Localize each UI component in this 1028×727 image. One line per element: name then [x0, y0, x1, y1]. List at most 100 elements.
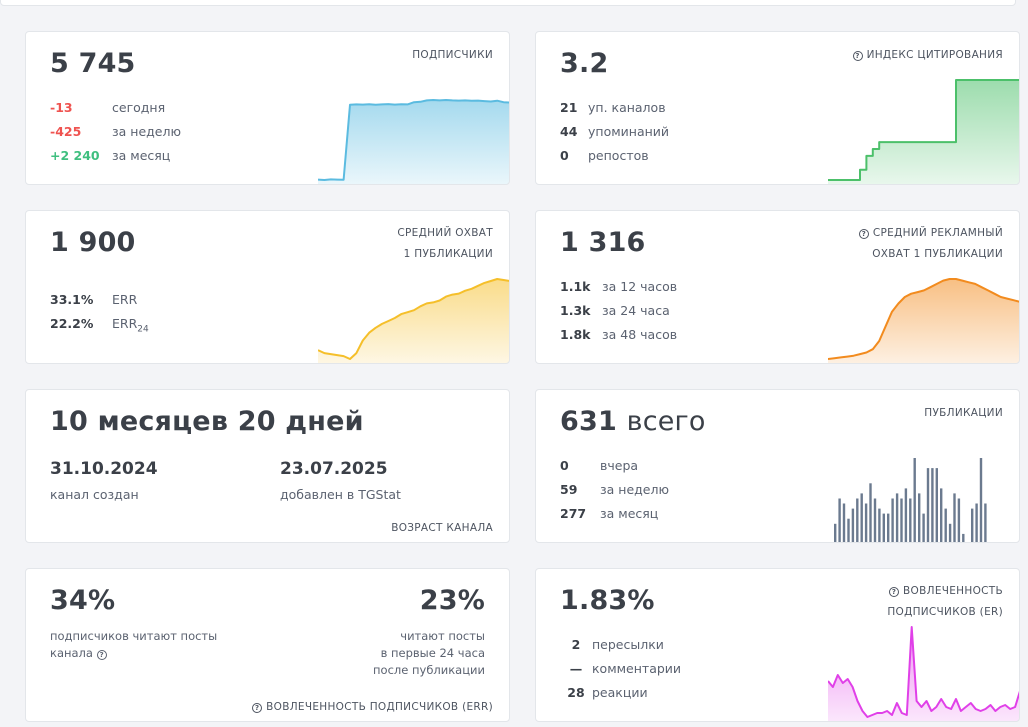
stat-label: пересылки	[592, 637, 664, 652]
stat-row: 1.1k за 12 часов	[560, 275, 677, 299]
ad-reach-value: 1 316	[560, 227, 646, 258]
publications-total-value: 631	[560, 406, 617, 437]
stat-row: — комментарии	[560, 657, 681, 681]
sparkline-area	[318, 279, 509, 363]
publication-bar	[882, 513, 885, 542]
publications-bar-chart	[834, 458, 987, 542]
err-right-text: в первые 24 часа	[380, 646, 485, 660]
channel-age-title: ВОЗРАСТ КАНАЛА	[391, 522, 493, 534]
stat-row: -13 сегодня	[50, 96, 181, 120]
publication-bar	[984, 503, 987, 542]
question-icon[interactable]: ?	[852, 51, 863, 61]
ad-reach-stats: 1.1k за 12 часов 1.3k за 24 часа 1.8k за 48…	[560, 275, 677, 347]
err24-value: 22.2%	[50, 316, 94, 331]
subscribers-sparkline	[318, 99, 509, 184]
citation-stats: 21 уп. каналов 44 упоминаний 0 репостов	[560, 96, 669, 168]
stat-row: 1.8k за 48 часов	[560, 323, 677, 347]
stat-row: 33.1% ERR	[50, 288, 149, 312]
publication-bar	[900, 498, 903, 542]
publications-card[interactable]: 631 всего ПУБЛИКАЦИИ 0 вчера 59 за неделю …	[535, 389, 1020, 543]
reach-sparkline	[318, 278, 509, 363]
publication-bar	[860, 493, 863, 542]
err24-subscript: 24	[137, 324, 149, 335]
publications-stats: 0 вчера 59 за неделю 277 за месяц	[560, 454, 669, 526]
publication-bar	[918, 493, 921, 542]
ad-reach-sparkline	[828, 278, 1019, 363]
stat-label: вчера	[600, 458, 639, 473]
question-icon[interactable]: ?	[858, 229, 869, 239]
publications-title: ПУБЛИКАЦИИ	[924, 407, 1003, 419]
created-date: 31.10.2024	[50, 459, 158, 479]
er-title: ? ВОВЛЕЧЕННОСТЬ ПОДПИСЧИКОВ (ER)	[887, 581, 1003, 623]
citation-card[interactable]: 3.2 ? ИНДЕКС ЦИТИРОВАНИЯ 21 уп. каналов 44…	[535, 31, 1020, 185]
stat-label: уп. каналов	[588, 100, 666, 115]
stat-value: 44	[560, 124, 578, 139]
er-title-line: ? ВОВЛЕЧЕННОСТЬ	[887, 581, 1003, 602]
er-card[interactable]: 1.83% ? ВОВЛЕЧЕННОСТЬ ПОДПИСЧИКОВ (ER) 2 пе…	[535, 568, 1020, 722]
err-left-description: подписчиков читают посты канала ?	[50, 628, 217, 662]
subscribers-card[interactable]: 5 745 ПОДПИСЧИКИ -13 сегодня -425 за недел…	[25, 31, 510, 185]
publication-bar	[944, 508, 947, 542]
stat-value: 1.1k	[560, 279, 591, 294]
question-icon[interactable]: ?	[96, 650, 107, 660]
sparkline-area	[318, 100, 509, 184]
stat-label: репостов	[588, 148, 649, 163]
created-label: канал создан	[50, 487, 139, 502]
publication-bar	[869, 483, 872, 542]
sparkline-line	[318, 278, 509, 360]
stat-value: 277	[560, 506, 587, 521]
publications-total-suffix: всего	[626, 406, 706, 437]
reach-card[interactable]: 1 900 СРЕДНИЙ ОХВАТ 1 ПУБЛИКАЦИИ 33.1% ERR…	[25, 210, 510, 364]
er-title-line: ПОДПИСЧИКОВ (ER)	[887, 606, 1003, 618]
citation-index-value: 3.2	[560, 48, 609, 79]
channel-age-value: 10 месяцев 20 дней	[50, 406, 364, 437]
er-title-text: ВОВЛЕЧЕННОСТЬ	[903, 585, 1003, 597]
publication-bar	[847, 518, 850, 542]
err24-label: ERR24	[112, 312, 149, 336]
err-value: 33.1%	[50, 292, 94, 307]
publications-total: 631 всего	[560, 406, 706, 437]
stat-value: 0	[560, 458, 569, 473]
publication-bar	[971, 508, 974, 542]
stat-row: -425 за неделю	[50, 120, 181, 144]
er-sparkline	[828, 626, 1019, 721]
stat-label: за неделю	[600, 482, 669, 497]
publication-bar	[887, 513, 890, 542]
publication-bar	[957, 498, 961, 542]
channel-age-card[interactable]: 10 месяцев 20 дней 31.10.2024 канал созд…	[25, 389, 510, 543]
stat-label: сегодня	[112, 100, 166, 115]
stat-label: за 24 часа	[602, 303, 670, 318]
sparkline-area	[828, 80, 1019, 184]
publication-bar	[913, 458, 916, 542]
stat-label: за 48 часов	[602, 327, 678, 342]
citation-sparkline	[828, 79, 1019, 184]
err24-label-text: ERR	[112, 316, 138, 331]
publication-bar	[891, 498, 894, 542]
reach-stats: 33.1% ERR 22.2% ERR24	[50, 288, 149, 336]
ad-reach-card[interactable]: 1 316 ? СРЕДНИЙ РЕКЛАМНЫЙ ОХВАТ 1 ПУБЛИКАЦ…	[535, 210, 1020, 364]
publication-bar	[948, 523, 952, 542]
reach-title: СРЕДНИЙ ОХВАТ 1 ПУБЛИКАЦИИ	[397, 223, 493, 265]
added-date: 23.07.2025	[280, 459, 388, 479]
stat-row: +2 240 за месяц	[50, 144, 181, 168]
stat-value: 1.3k	[560, 303, 591, 318]
ad-reach-title-line: ОХВАТ 1 ПУБЛИКАЦИИ	[872, 248, 1003, 260]
err-card[interactable]: 34% подписчиков читают посты канала ? 23…	[25, 568, 510, 722]
sparkline-line	[828, 79, 1019, 181]
publication-bar	[975, 503, 978, 542]
reach-title-line: 1 ПУБЛИКАЦИИ	[403, 248, 493, 260]
question-icon[interactable]: ?	[252, 703, 263, 713]
stat-row: 59 за неделю	[560, 478, 669, 502]
publication-bar	[878, 508, 881, 542]
question-icon[interactable]: ?	[889, 587, 900, 597]
err-left-text: подписчиков читают посты	[50, 629, 218, 643]
err-title: ? ВОВЛЕЧЕННОСТЬ ПОДПИСЧИКОВ (ERR)	[252, 697, 493, 718]
stat-row: 2 пересылки	[560, 633, 681, 657]
stat-row: 44 упоминаний	[560, 120, 669, 144]
publication-bar	[864, 503, 868, 542]
publication-bar	[931, 468, 934, 542]
er-stats: 2 пересылки — комментарии 28 реакции	[560, 633, 681, 705]
subscribers-count: 5 745	[50, 48, 136, 79]
stat-value: 1.8k	[560, 327, 591, 342]
stat-label: упоминаний	[588, 124, 670, 139]
